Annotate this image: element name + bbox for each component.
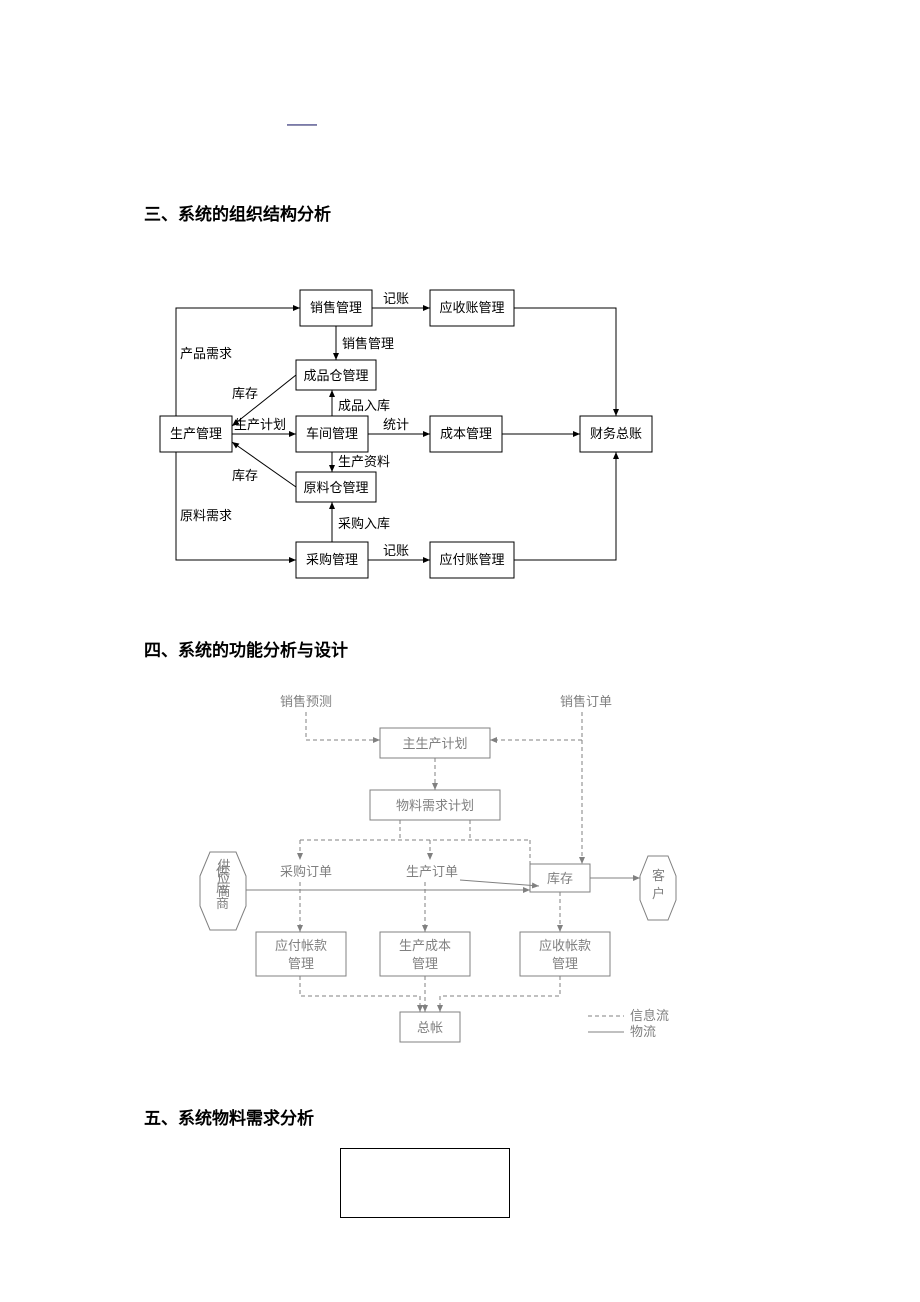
node-forecast: 销售预测 [280, 694, 332, 709]
node-wo: 生产订单 [406, 864, 458, 879]
svg-text:管理: 管理 [288, 956, 314, 971]
svg-text:供: 供 [216, 864, 229, 879]
legend-material: 物流 [630, 1024, 656, 1039]
svg-text:管理: 管理 [412, 956, 438, 971]
svg-text:户: 户 [652, 886, 665, 901]
node-mrp: 物料需求计划 [396, 798, 474, 813]
node-mps: 主生产计划 [402, 736, 467, 751]
svg-text:应: 应 [216, 880, 229, 895]
svg-text:客: 客 [652, 868, 665, 883]
node-inv: 库存 [547, 871, 573, 886]
svg-text:管理: 管理 [552, 956, 578, 971]
svg-text:商: 商 [216, 896, 229, 911]
node-order: 销售订单 [560, 694, 612, 709]
node-gl2: 总帐 [417, 1020, 443, 1035]
legend-info: 信息流 [630, 1008, 669, 1023]
svg-text:应付帐款: 应付帐款 [275, 938, 327, 953]
empty-placeholder-box [340, 1148, 510, 1218]
node-po: 采购订单 [280, 864, 332, 879]
section-5-heading: 五、系统物料需求分析 [144, 1104, 314, 1129]
svg-text:生产成本: 生产成本 [399, 938, 451, 953]
svg-text:应收帐款: 应收帐款 [539, 938, 591, 953]
